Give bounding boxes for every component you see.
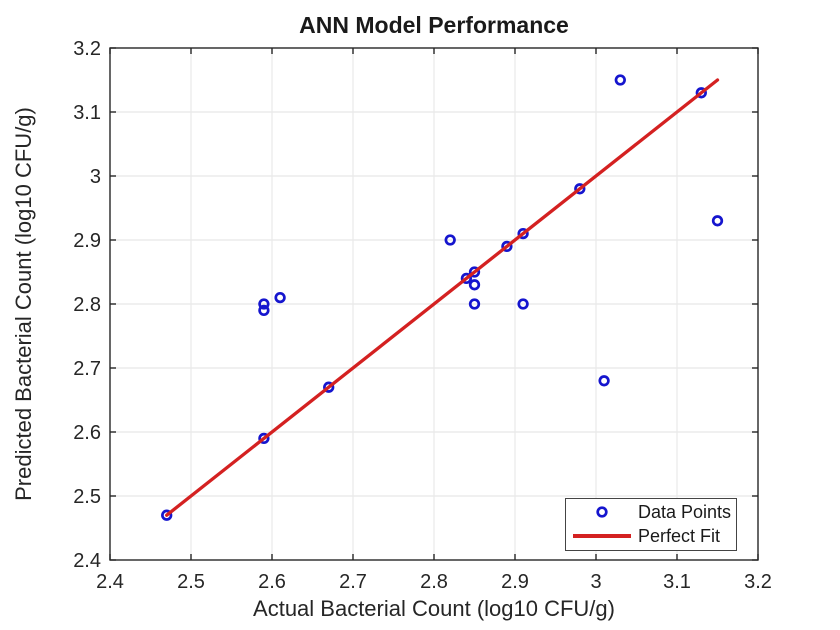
scatter-series [161,74,724,521]
y-tick-label: 3 [90,166,101,188]
legend-entry-data-points: Data Points [566,499,736,525]
x-tick-label: 2.5 [177,571,205,593]
y-tick-label: 2.4 [73,550,101,572]
legend-label-data-points: Data Points [638,501,732,522]
data-point [258,432,270,445]
data-point [711,215,724,227]
grid-lines [110,48,758,560]
data-point [258,298,270,310]
data-point [258,304,270,317]
data-point [598,375,610,387]
y-tick-label: 2.8 [73,294,101,316]
data-point [323,381,335,393]
chart-title: ANN Model Performance [299,12,569,38]
data-point [614,74,626,86]
legend-line-marker-icon [573,534,631,538]
x-tick-label: 2.9 [501,571,529,593]
y-tick-labels: 2.4 2.5 2.6 2.7 2.8 2.9 3 3.1 3.2 [73,38,101,572]
y-tick-label: 3.2 [73,38,101,60]
x-tick-label: 3.1 [663,571,691,593]
y-tick-label: 3.1 [73,102,101,124]
data-point [274,291,286,304]
data-point [468,266,481,278]
data-point [161,509,173,521]
data-point [468,298,481,310]
data-point [517,227,529,240]
y-tick-label: 2.9 [73,230,101,252]
data-point [695,87,707,99]
legend-circle-marker-icon [573,505,631,519]
y-tick-label: 2.6 [73,422,101,444]
data-point [501,240,513,253]
perfect-fit-line [165,78,720,517]
legend-label-perfect-fit: Perfect Fit [638,525,721,546]
x-tick-labels: 2.4 2.5 2.6 2.7 2.8 2.9 3 3.1 3.2 [96,571,772,593]
x-tick-label: 3 [590,571,601,593]
data-point [460,272,473,285]
x-tick-label: 2.7 [339,571,367,593]
y-tick-label: 2.5 [73,486,101,508]
tick-marks [109,47,759,561]
data-point [517,298,529,310]
data-point [468,279,481,291]
y-tick-label: 2.7 [73,358,101,380]
x-axis-label: Actual Bacterial Count (log10 CFU/g) [253,596,615,621]
x-tick-label: 2.6 [258,571,286,593]
legend-entry-perfect-fit: Perfect Fit [566,523,736,549]
y-axis-label: Predicted Bacterial Count (log10 CFU/g) [11,107,36,501]
data-point [444,234,456,246]
data-point [574,183,586,195]
x-tick-label: 2.4 [96,571,124,593]
x-tick-label: 2.8 [420,571,448,593]
x-tick-label: 3.2 [744,571,772,593]
legend: Data Points Perfect Fit [565,498,737,551]
